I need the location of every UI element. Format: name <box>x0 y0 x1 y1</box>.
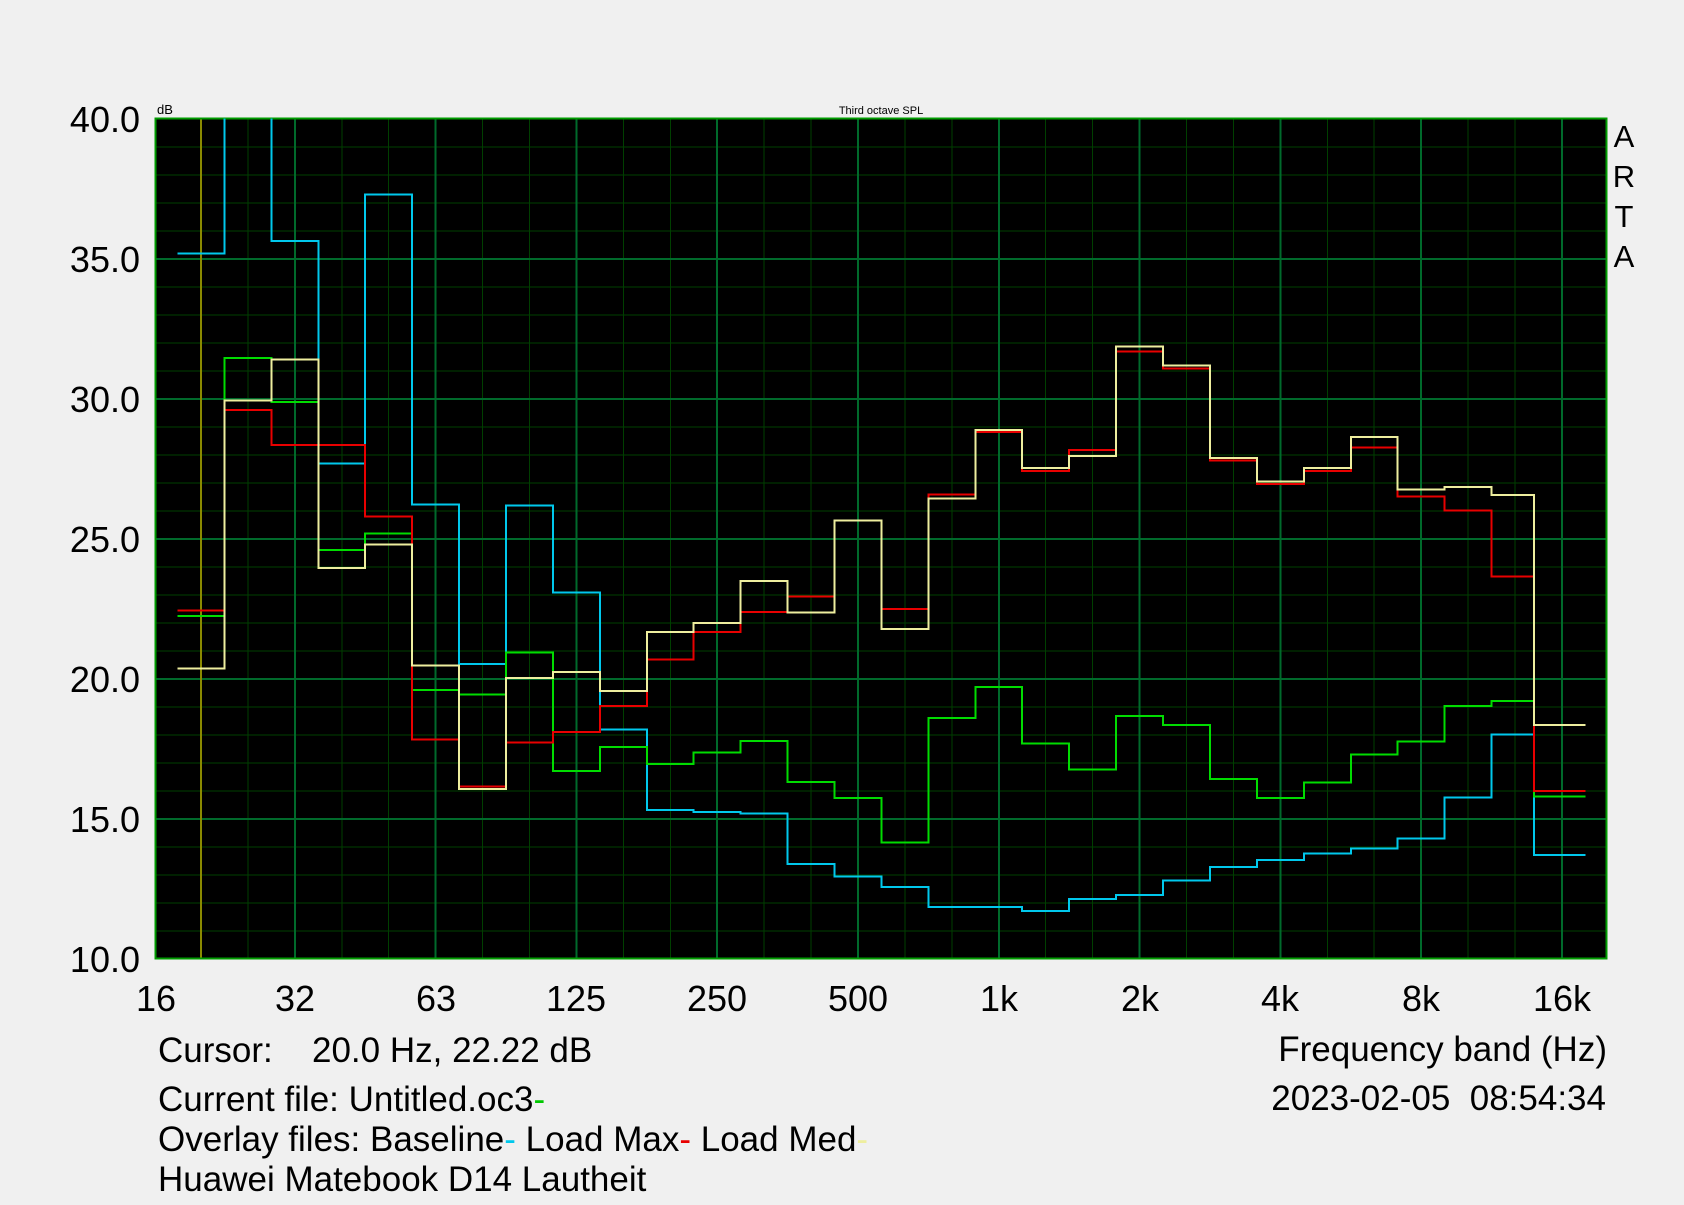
svg-text:32: 32 <box>275 978 315 1019</box>
svg-text:125: 125 <box>546 978 606 1019</box>
svg-text:16k: 16k <box>1533 978 1592 1019</box>
svg-text:500: 500 <box>828 978 888 1019</box>
svg-text:Cursor:: Cursor: <box>158 1031 273 1070</box>
svg-text:T: T <box>1615 199 1634 234</box>
svg-text:16: 16 <box>136 978 176 1019</box>
svg-text:250: 250 <box>687 978 747 1019</box>
svg-text:35.0: 35.0 <box>70 239 140 280</box>
svg-text:2023-02-05 08:54:34: 2023-02-05 08:54:34 <box>1271 1079 1606 1118</box>
svg-text:4k: 4k <box>1261 978 1300 1019</box>
svg-text:A: A <box>1614 239 1635 274</box>
svg-text:Third octave SPL: Third octave SPL <box>839 105 923 117</box>
svg-text:63: 63 <box>416 978 456 1019</box>
svg-text:Frequency band (Hz): Frequency band (Hz) <box>1278 1030 1607 1069</box>
svg-text:2k: 2k <box>1121 978 1160 1019</box>
svg-text:R: R <box>1613 159 1635 194</box>
svg-text:1k: 1k <box>980 978 1019 1019</box>
svg-text:10.0: 10.0 <box>70 939 140 980</box>
svg-text:Huawei Matebook D14 Lautheit: Huawei Matebook D14 Lautheit <box>158 1160 647 1199</box>
svg-text:20.0: 20.0 <box>70 659 140 700</box>
svg-text:20.0 Hz, 22.22 dB: 20.0 Hz, 22.22 dB <box>312 1031 592 1070</box>
svg-text:30.0: 30.0 <box>70 379 140 420</box>
svg-text:25.0: 25.0 <box>70 519 140 560</box>
svg-text:8k: 8k <box>1402 978 1441 1019</box>
svg-text:Current file: Untitled.oc3-: Current file: Untitled.oc3- <box>158 1080 545 1119</box>
svg-text:dB: dB <box>157 102 173 117</box>
svg-text:40.0: 40.0 <box>70 99 140 140</box>
svg-text:Overlay files: Baseline- Load: Overlay files: Baseline- Load Max- Load … <box>158 1120 868 1159</box>
svg-text:A: A <box>1614 119 1635 154</box>
svg-text:15.0: 15.0 <box>70 799 140 840</box>
